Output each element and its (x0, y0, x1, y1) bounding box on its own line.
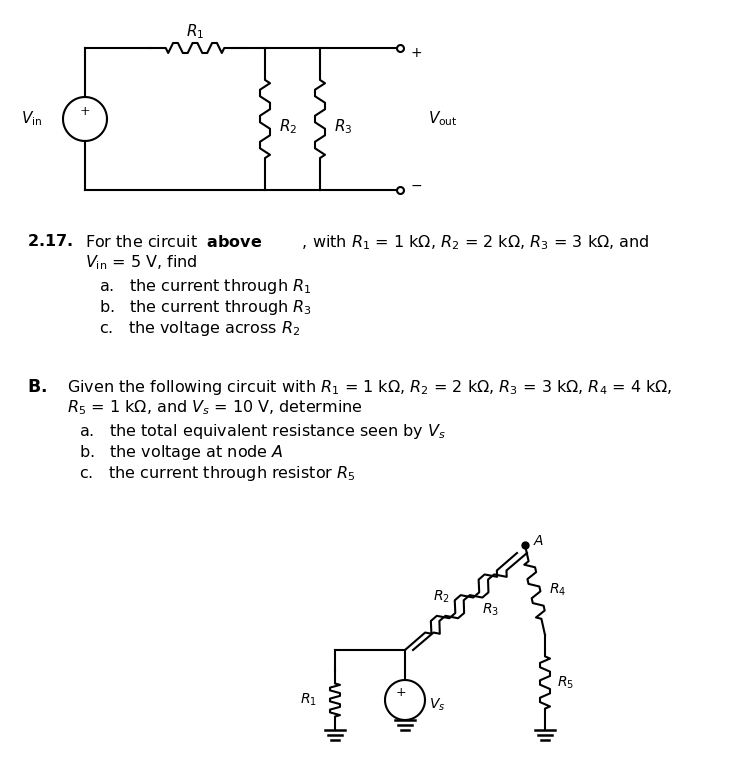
Text: +: + (410, 46, 422, 60)
Text: $R_5$ = 1 k$\Omega$, and $V_s$ = 10 V, determine: $R_5$ = 1 k$\Omega$, and $V_s$ = 10 V, d… (67, 398, 363, 417)
Text: $A$: $A$ (533, 534, 545, 548)
Text: b.   the voltage at node $A$: b. the voltage at node $A$ (79, 443, 284, 462)
Text: c.   the voltage across $R_2$: c. the voltage across $R_2$ (99, 319, 300, 338)
Text: For the circuit  $\mathbf{above}$        , with $R_1$ = 1 k$\Omega$, $R_2$ = 2 k: For the circuit $\mathbf{above}$ , with … (85, 233, 649, 252)
Text: $R_1$: $R_1$ (186, 23, 204, 42)
Text: $\mathbf{2.17.}$: $\mathbf{2.17.}$ (27, 233, 73, 249)
Text: c.   the current through resistor $R_5$: c. the current through resistor $R_5$ (79, 464, 356, 483)
Text: $R_1$: $R_1$ (300, 691, 317, 708)
Text: b.   the current through $R_3$: b. the current through $R_3$ (99, 298, 312, 317)
Text: +: + (79, 104, 91, 118)
Text: $-$: $-$ (410, 178, 422, 192)
Text: $R_5$: $R_5$ (557, 674, 574, 691)
Text: $R_2$: $R_2$ (279, 118, 297, 136)
Text: $V_s$: $V_s$ (429, 697, 446, 713)
Text: a.   the current through $R_1$: a. the current through $R_1$ (99, 277, 312, 296)
Text: $\mathbf{B.}$: $\mathbf{B.}$ (27, 378, 47, 396)
Text: $R_3$: $R_3$ (334, 118, 353, 136)
Text: $V_{\rm in}$ = 5 V, find: $V_{\rm in}$ = 5 V, find (85, 253, 198, 272)
Text: $V_{\rm out}$: $V_{\rm out}$ (428, 110, 458, 129)
Text: $V_{\rm in}$: $V_{\rm in}$ (21, 110, 42, 129)
Text: $R_2$: $R_2$ (433, 588, 449, 604)
Text: $R_3$: $R_3$ (482, 601, 499, 618)
Text: a.   the total equivalent resistance seen by $V_s$: a. the total equivalent resistance seen … (79, 422, 446, 441)
Text: +: + (395, 685, 406, 699)
Text: $R_4$: $R_4$ (549, 582, 566, 598)
Text: Given the following circuit with $R_1$ = 1 k$\Omega$, $R_2$ = 2 k$\Omega$, $R_3$: Given the following circuit with $R_1$ =… (67, 378, 673, 397)
